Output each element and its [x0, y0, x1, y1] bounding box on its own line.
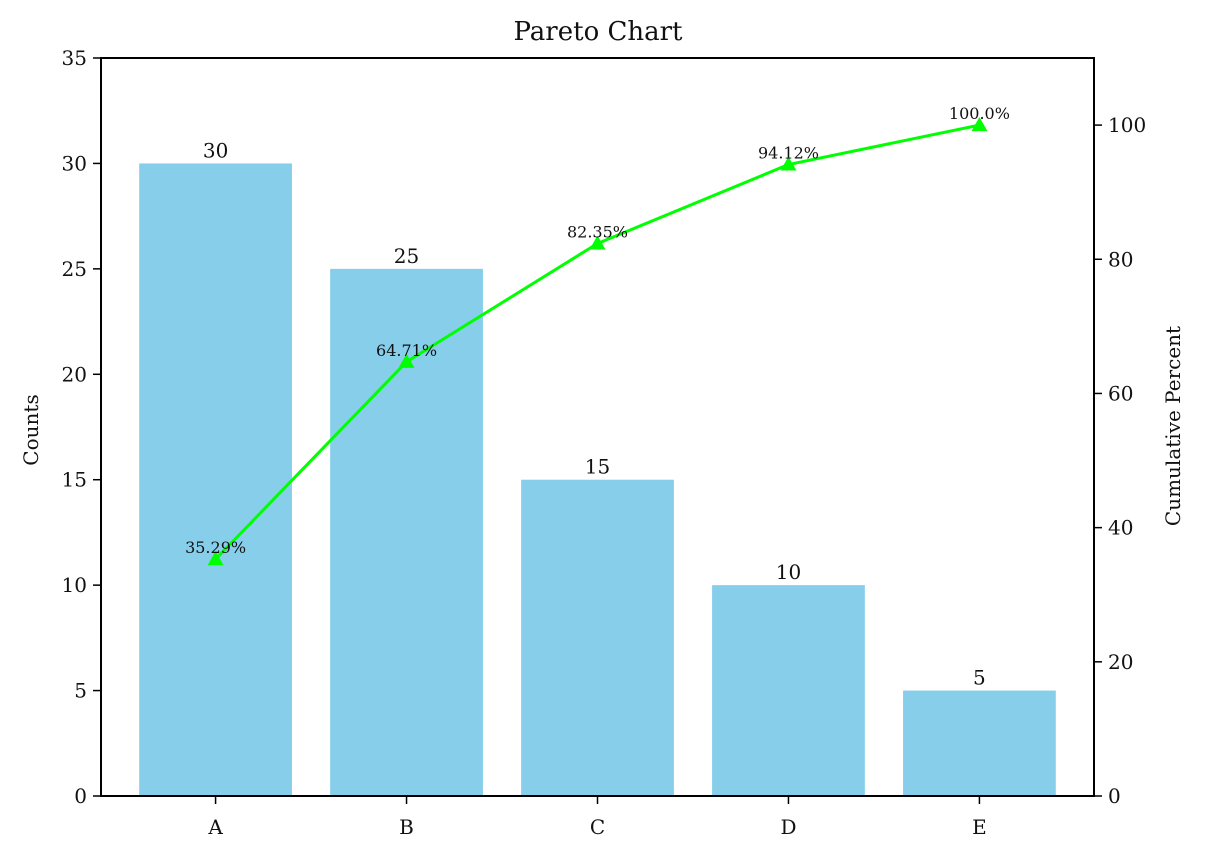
bar-a [139, 163, 292, 796]
bar-c [521, 479, 674, 796]
axes-layer: 0 5 10 15 20 25 30 35 0 20 40 60 80 100 A B C D E [62, 46, 1147, 839]
x-tick-label-d: D [780, 815, 796, 839]
cumulative-percent-label-e: 100.0% [949, 104, 1010, 123]
y-tick-label: 35 [62, 46, 87, 70]
x-tick-label-c: C [590, 815, 605, 839]
bar-value-label-c: 15 [585, 455, 610, 479]
bar-value-label-b: 25 [394, 244, 419, 268]
y-tick-label: 5 [74, 679, 87, 703]
y2-tick-label: 0 [1108, 784, 1121, 808]
cumulative-percent-label-d: 94.12% [758, 144, 819, 163]
cumulative-percent-label-c: 82.35% [567, 223, 628, 242]
cumulative-marker-b [398, 353, 415, 368]
cumulative-marker-d [780, 156, 797, 171]
y-axis-label-counts: Counts [19, 394, 43, 465]
y2-axis-label-cumulative-percent: Cumulative Percent [1161, 326, 1185, 526]
y2-tick-label: 60 [1108, 381, 1133, 405]
y2-tick-label: 40 [1108, 516, 1133, 540]
y-tick-label: 25 [62, 257, 87, 281]
cumulative-marker-e [971, 117, 988, 132]
bars-layer [139, 163, 1056, 796]
x-tick-label-b: B [399, 815, 414, 839]
labels-layer: 30 25 15 10 5 35.29% 64.71% 82.35% 94.12% 100.0% [185, 104, 1010, 689]
y-tick-label: 20 [62, 362, 87, 386]
y-tick-label: 0 [74, 784, 87, 808]
cumulative-marker-c [589, 235, 606, 250]
cumulative-line-layer [207, 117, 988, 566]
bar-value-label-a: 30 [203, 138, 228, 162]
bar-value-label-d: 10 [776, 560, 801, 584]
y2-tick-label: 100 [1108, 113, 1146, 137]
y-tick-label: 30 [62, 151, 87, 175]
cumulative-marker-a [207, 551, 224, 566]
y2-tick-label: 20 [1108, 650, 1133, 674]
chart-title: Pareto Chart [513, 17, 683, 47]
x-tick-label-a: A [207, 815, 223, 839]
y-tick-label: 15 [62, 468, 87, 492]
y-tick-label: 10 [62, 573, 87, 597]
bar-value-label-e: 5 [973, 666, 986, 690]
cumulative-percent-label-b: 64.71% [376, 341, 437, 360]
bar-d [712, 585, 865, 796]
cumulative-percent-label-a: 35.29% [185, 538, 246, 557]
y2-tick-label: 80 [1108, 247, 1133, 271]
bar-e [903, 690, 1056, 796]
x-tick-label-e: E [972, 815, 987, 839]
